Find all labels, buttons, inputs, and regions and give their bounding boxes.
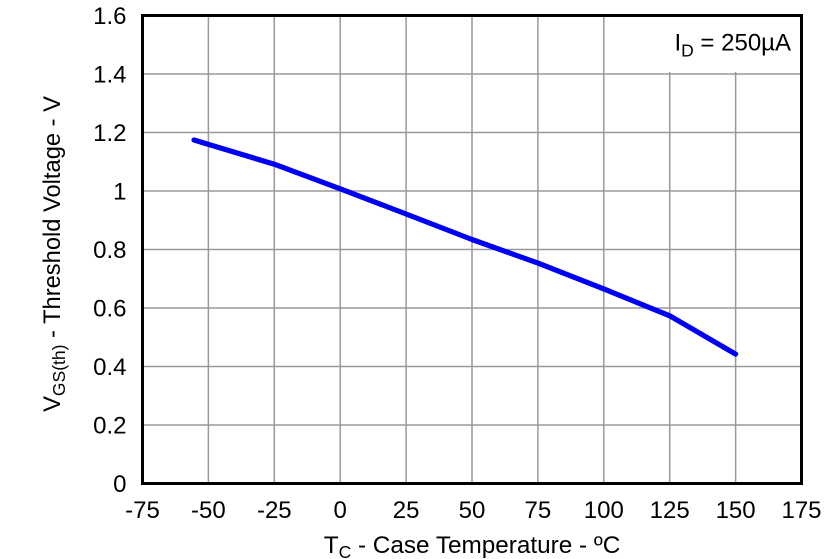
svg-text:100: 100 [584, 497, 624, 524]
svg-text:50: 50 [459, 497, 486, 524]
svg-text:TC - Case Temperature - ºC: TC - Case Temperature - ºC [324, 532, 621, 559]
svg-text:0.6: 0.6 [93, 296, 126, 323]
svg-text:150: 150 [716, 497, 756, 524]
svg-text:0: 0 [113, 471, 126, 498]
svg-text:25: 25 [393, 497, 420, 524]
svg-text:-50: -50 [191, 497, 226, 524]
svg-text:125: 125 [650, 497, 690, 524]
svg-text:175: 175 [781, 497, 821, 524]
svg-text:0: 0 [334, 497, 347, 524]
svg-text:ID = 250µA: ID = 250µA [674, 30, 791, 61]
svg-text:-75: -75 [125, 497, 160, 524]
svg-text:1: 1 [113, 179, 126, 206]
svg-text:0.4: 0.4 [93, 354, 126, 381]
svg-text:1.6: 1.6 [93, 3, 126, 30]
svg-text:-25: -25 [257, 497, 292, 524]
svg-text:0.2: 0.2 [93, 413, 126, 440]
svg-text:0.8: 0.8 [93, 237, 126, 264]
svg-text:75: 75 [525, 497, 552, 524]
svg-text:1.4: 1.4 [93, 62, 126, 89]
svg-text:1.2: 1.2 [93, 120, 126, 147]
